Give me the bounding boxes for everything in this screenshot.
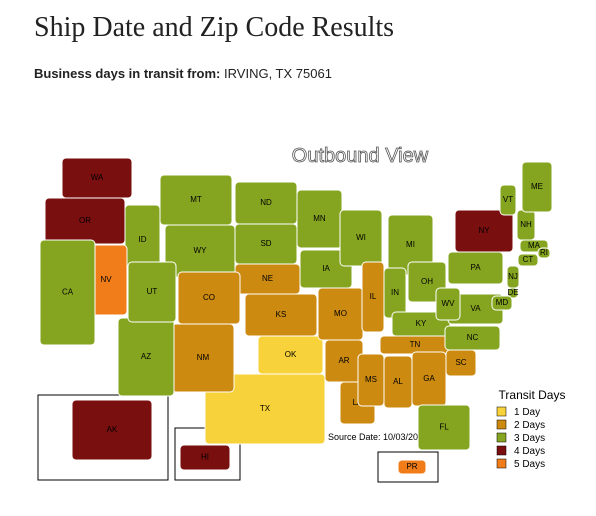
state: [177, 271, 241, 325]
legend-swatch: [496, 458, 507, 469]
state: [179, 444, 231, 471]
state-label: WI: [356, 233, 366, 242]
state-label: OR: [79, 216, 91, 225]
state-label: PA: [470, 263, 481, 272]
state: [521, 161, 553, 213]
state-label: AR: [338, 356, 349, 365]
legend-swatch: [496, 419, 507, 430]
state: [204, 373, 326, 445]
legend-label: 1 Day: [514, 407, 540, 418]
state-label: MA: [528, 241, 541, 250]
state-label: GA: [423, 374, 435, 383]
state-label: MN: [313, 214, 326, 223]
state-label: NJ: [508, 272, 518, 281]
state-label: NC: [467, 333, 479, 342]
legend-swatch: [496, 406, 507, 417]
legend-swatch: [496, 445, 507, 456]
state: [339, 209, 383, 267]
state: [507, 287, 519, 299]
state-label: AL: [393, 377, 403, 386]
origin-line: Business days in transit from: IRVING, T…: [34, 66, 332, 81]
state-label: OH: [421, 277, 433, 286]
state-label: SD: [260, 239, 271, 248]
state-label: TN: [410, 340, 421, 349]
state-label: NH: [520, 220, 532, 229]
state-label: AZ: [141, 352, 151, 361]
state-label: IL: [370, 292, 377, 301]
state: [397, 459, 427, 475]
origin: IRVING, TX 75061: [224, 66, 332, 81]
state-label: WV: [442, 299, 456, 308]
state-label: OK: [285, 350, 297, 359]
state-label: FL: [439, 423, 449, 432]
state-label: NY: [478, 226, 490, 235]
state-label: DE: [507, 288, 518, 297]
state: [444, 325, 501, 351]
state-label: CO: [203, 293, 215, 302]
state-label: MO: [334, 309, 347, 318]
state-label: TX: [260, 404, 271, 413]
state-label: RI: [540, 248, 548, 257]
state: [127, 261, 177, 323]
state: [499, 184, 517, 216]
map-title: Outbound View: [292, 145, 429, 167]
state: [435, 287, 461, 321]
state-label: ME: [531, 182, 543, 191]
state: [71, 399, 153, 461]
state-label: SC: [455, 358, 466, 367]
state: [454, 209, 514, 253]
state-label: NM: [197, 353, 210, 362]
legend-label: 3 Days: [514, 433, 545, 444]
state-label: CT: [523, 255, 534, 264]
legend-label: 2 Days: [514, 420, 545, 431]
page-title: Ship Date and Zip Code Results: [34, 12, 395, 43]
state-label: VT: [503, 195, 513, 204]
state-label: IA: [322, 264, 330, 273]
state-label: NE: [262, 274, 273, 283]
state: [417, 404, 471, 451]
legend-swatch: [496, 432, 507, 443]
state-label: HI: [201, 453, 209, 462]
origin-label: Business days in transit from:: [34, 66, 221, 81]
state: [537, 247, 551, 259]
state-label: CA: [62, 288, 74, 297]
state-label: WY: [194, 246, 208, 255]
source-date: Source Date: 10/03/2017: [328, 432, 428, 442]
state-label: MS: [365, 375, 377, 384]
state-label: MT: [190, 195, 202, 204]
state-label: MD: [496, 298, 509, 307]
legend-title: Transit Days: [499, 388, 566, 402]
legend-label: 4 Days: [514, 446, 545, 457]
state-label: NV: [100, 275, 112, 284]
state-label: IN: [391, 288, 399, 297]
state-label: MI: [406, 240, 415, 249]
state-label: KS: [276, 310, 287, 319]
state-label: PR: [406, 462, 417, 471]
state-label: WA: [91, 173, 104, 182]
legend-label: 5 Days: [514, 459, 545, 470]
state-label: AK: [107, 425, 118, 434]
state: [517, 253, 539, 267]
state-label: VA: [470, 304, 481, 313]
state-label: ID: [139, 235, 147, 244]
state: [491, 295, 513, 311]
state-label: UT: [147, 287, 158, 296]
state-label: ND: [260, 198, 272, 207]
state: [39, 239, 96, 346]
state-label: KY: [416, 319, 427, 328]
